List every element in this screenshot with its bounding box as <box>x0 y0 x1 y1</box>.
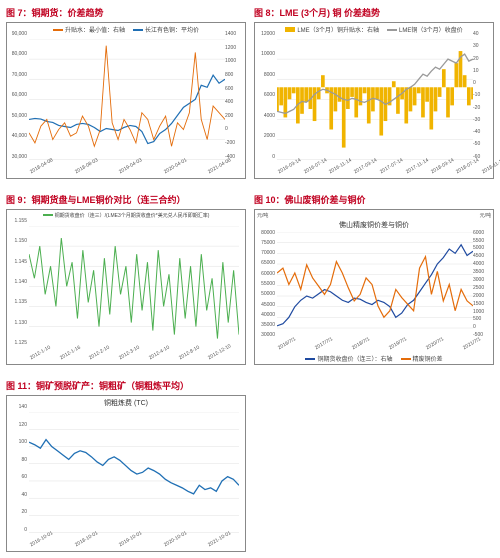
chart8-yr: 403020100-10-20-30-40-50-60 <box>473 31 491 160</box>
chart9-x: 2012-1-102012-1-162012-2-102012-3-102012… <box>29 356 233 362</box>
chart10-yrunit: 元/吨 <box>480 212 491 219</box>
chart10-x: 2016/7/12017/7/12018/7/12019/7/12020/7/1… <box>277 346 481 352</box>
chart8-cell: 图 8：LME (3个月) 铜 价差趋势 LME（3个月）铜升贴水：右轴 LME… <box>254 6 494 179</box>
chart10-box: 元/吨 元/吨 佛山精废铜价差与铜价 800007500070000650006… <box>254 209 494 366</box>
chart8-lg0-sw <box>285 27 295 32</box>
chart8-yl: 120001000080006000400020000 <box>257 31 275 160</box>
chart10-ylunit: 元/吨 <box>257 212 268 219</box>
chart11-cell: 图 11：铜矿预脱矿产：铜粗矿（铜粗炼平均） 铜粗炼费 (TC) 1401201… <box>6 379 246 552</box>
chart8-lg1-sw <box>387 29 397 31</box>
chart8-plot <box>277 39 473 160</box>
chart10-lg0-sw <box>305 358 315 360</box>
chart7-yr: 1400120010008006004002000-200-400 <box>225 31 243 160</box>
chart10-yl: 8000075000700006500060000550005000045000… <box>257 230 275 339</box>
chart10-cell: 图 10：佛山废铜价差与铜价 元/吨 元/吨 佛山精废铜价差与铜价 800007… <box>254 193 494 366</box>
chart7-x: 2018-04-082018-08-032019-04-032020-04-01… <box>29 170 233 176</box>
chart7-plot <box>29 39 225 160</box>
chart10-caption: 图 10：佛山废铜价差与铜价 <box>254 193 494 206</box>
chart9-yl: 1.1551.1501.1451.1401.1351.1301.125 <box>9 218 27 347</box>
empty-cell <box>254 379 494 552</box>
chart10-lg1: 精废铜价差 <box>413 354 443 363</box>
chart9-cell: 图 9：铜期货盘与LME铜价对比（连三合约） 铜期货收盘价（连三）/(LME3个… <box>6 193 246 366</box>
chart8-lg1: LME铜（3个月）收盘价 <box>399 25 463 34</box>
chart11-caption: 图 11：铜矿预脱矿产：铜粗矿（铜粗炼平均） <box>6 379 246 392</box>
chart11-x: 2016-10-012018-10-012019-10-012020-10-01… <box>29 543 233 549</box>
chart9-legend: 铜期货收盘价（连三）/(LME3个月期货收盘价*美元兑人民币即期汇率) <box>7 212 245 219</box>
chart9-lg0-sw <box>43 214 53 216</box>
chart7-box: 升贴水：最小值：右轴 长江有色铜：平均价 90,00080,00070,0006… <box>6 22 246 179</box>
chart8-legend: LME（3个月）铜升贴水：右轴 LME铜（3个月）收盘价 <box>255 25 493 34</box>
chart8-box: LME（3个月）铜升贴水：右轴 LME铜（3个月）收盘价 12000100008… <box>254 22 494 179</box>
chart7-yl: 90,00080,00070,00060,00050,00040,00030,0… <box>9 31 27 160</box>
chart7-cell: 图 7：铜期货：价差趋势 升贴水：最小值：右轴 长江有色铜：平均价 90,000… <box>6 6 246 179</box>
chart10-yr: 6000550050004500400035003000250020001500… <box>473 230 491 339</box>
chart9-lg0: 铜期货收盘价（连三）/(LME3个月期货收盘价*美元兑人民币即期汇率) <box>55 212 210 219</box>
chart8-lg0: LME（3个月）铜升贴水：右轴 <box>297 25 379 34</box>
chart11-title: 铜粗炼费 (TC) <box>7 398 245 408</box>
chart10-legend: 铜期货收盘价（连三）：右轴 精废铜价差 <box>255 354 493 363</box>
chart7-legend: 升贴水：最小值：右轴 长江有色铜：平均价 <box>7 25 245 34</box>
chart8-caption: 图 8：LME (3个月) 铜 价差趋势 <box>254 6 494 19</box>
chart9-caption: 图 9：铜期货盘与LME铜价对比（连三合约） <box>6 193 246 206</box>
chart11-plot <box>29 412 239 533</box>
chart10-plot <box>277 232 473 339</box>
chart7-caption: 图 7：铜期货：价差趋势 <box>6 6 246 19</box>
chart7-lg0: 升贴水：最小值：右轴 <box>65 25 125 34</box>
chart9-box: 铜期货收盘价（连三）/(LME3个月期货收盘价*美元兑人民币即期汇率) 1.15… <box>6 209 246 366</box>
chart8-x: 2016-03-142016-07-142016-11-142017-03-14… <box>277 170 481 176</box>
chart7-lg1-sw <box>133 29 143 31</box>
chart7-lg1: 长江有色铜：平均价 <box>145 25 199 34</box>
chart9-plot <box>29 226 239 347</box>
chart11-yl: 140120100806040200 <box>9 404 27 533</box>
chart10-lg0: 铜期货收盘价（连三）：右轴 <box>317 354 392 363</box>
chart11-box: 铜粗炼费 (TC) 140120100806040200 2016-10-012… <box>6 395 246 552</box>
chart10-lg1-sw <box>401 358 411 360</box>
chart7-lg0-sw <box>53 29 63 31</box>
chart10-title: 佛山精废铜价差与铜价 <box>255 220 493 230</box>
